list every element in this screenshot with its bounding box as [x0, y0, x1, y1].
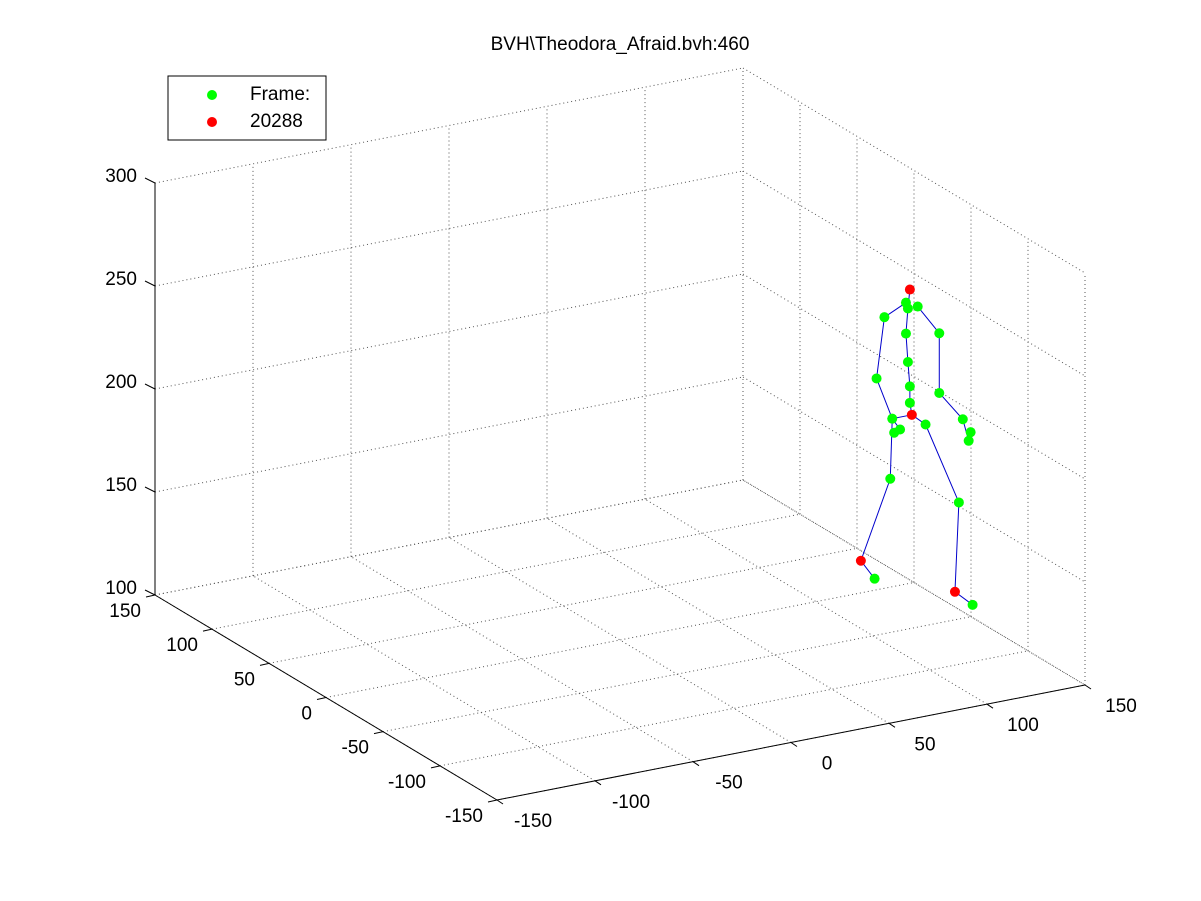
- joint-marker: [906, 409, 917, 420]
- legend-label: Frame:: [250, 84, 310, 105]
- z-tick: [144, 280, 156, 287]
- x-tick: [1084, 684, 1092, 690]
- joint-marker: [957, 414, 968, 425]
- joint-marker: [902, 357, 913, 368]
- legend-label: 20288: [250, 111, 303, 132]
- grid-line: [350, 556, 694, 763]
- y-tick: [145, 594, 156, 598]
- x-tick: [888, 722, 896, 728]
- joint-marker: [912, 301, 923, 312]
- x-tick-label: 50: [914, 734, 935, 755]
- z-tick-label: 150: [105, 475, 137, 496]
- y-tick-label: -150: [445, 806, 483, 827]
- y-tick: [316, 697, 327, 700]
- y-tick: [373, 731, 384, 735]
- x-tick-label: 100: [1007, 715, 1039, 736]
- joint-marker: [887, 413, 898, 424]
- joint-marker: [869, 573, 880, 584]
- x-tick: [790, 742, 798, 747]
- grid-line: [546, 517, 890, 724]
- joint-marker: [885, 473, 896, 484]
- joint-marker: [904, 397, 915, 408]
- grid-line: [644, 498, 988, 705]
- z-tick-label: 300: [105, 166, 137, 187]
- legend: Frame: 20288: [167, 75, 327, 141]
- x-tick: [986, 703, 994, 709]
- x-tick: [692, 761, 700, 767]
- joint-marker: [889, 427, 900, 438]
- y-tick-label: 150: [109, 601, 141, 622]
- joint-marker: [904, 284, 915, 295]
- z-tick-label: 250: [105, 269, 137, 290]
- joint-marker: [900, 328, 911, 339]
- y-tick: [202, 628, 213, 632]
- y-tick: [259, 662, 270, 666]
- joint-marker: [934, 387, 945, 398]
- grid-line: [742, 479, 1086, 686]
- z-tick: [144, 383, 156, 390]
- x-tick-label: -100: [612, 792, 650, 813]
- joint-marker: [855, 555, 866, 566]
- y-tick: [430, 765, 441, 769]
- joint-marker: [965, 427, 976, 438]
- grid-line: [742, 273, 1086, 480]
- joint-marker: [902, 303, 913, 314]
- joint-marker: [920, 419, 931, 430]
- x-tick-label: 150: [1105, 696, 1137, 717]
- grid-line: [742, 67, 1086, 274]
- chart-title: BVH\Theodora_Afraid.bvh:460: [491, 34, 750, 55]
- joint-marker: [904, 381, 915, 392]
- joint-marker: [879, 312, 890, 323]
- grid-line: [742, 170, 1086, 377]
- joint-marker: [871, 373, 882, 384]
- legend-marker: [207, 90, 217, 100]
- x-tick-label: -50: [715, 773, 742, 794]
- joint-marker: [953, 497, 964, 508]
- z-tick: [144, 589, 156, 596]
- y-tick-label: 0: [301, 704, 312, 725]
- legend-box: [167, 75, 327, 141]
- grid-line: [252, 575, 596, 782]
- y-tick-label: -100: [388, 772, 426, 793]
- x-tick-label: -150: [514, 811, 552, 832]
- x-tick: [496, 799, 504, 805]
- z-tick: [144, 486, 156, 493]
- x-tick: [594, 780, 602, 786]
- joint-marker: [967, 599, 978, 610]
- z-tick-label: 100: [105, 578, 137, 599]
- y-tick-label: 100: [166, 635, 198, 656]
- z-tick: [144, 177, 156, 184]
- y-tick-label: -50: [342, 738, 369, 759]
- grid-line: [448, 537, 792, 743]
- y-tick: [487, 799, 498, 803]
- joint-marker: [963, 435, 974, 446]
- grid-line: [742, 376, 1086, 583]
- legend-marker: [207, 117, 217, 127]
- joint-marker: [949, 586, 960, 597]
- z-tick-label: 200: [105, 372, 137, 393]
- x-tick-label: 0: [822, 754, 833, 775]
- joint-marker: [934, 328, 945, 339]
- y-tick-label: 50: [234, 669, 255, 690]
